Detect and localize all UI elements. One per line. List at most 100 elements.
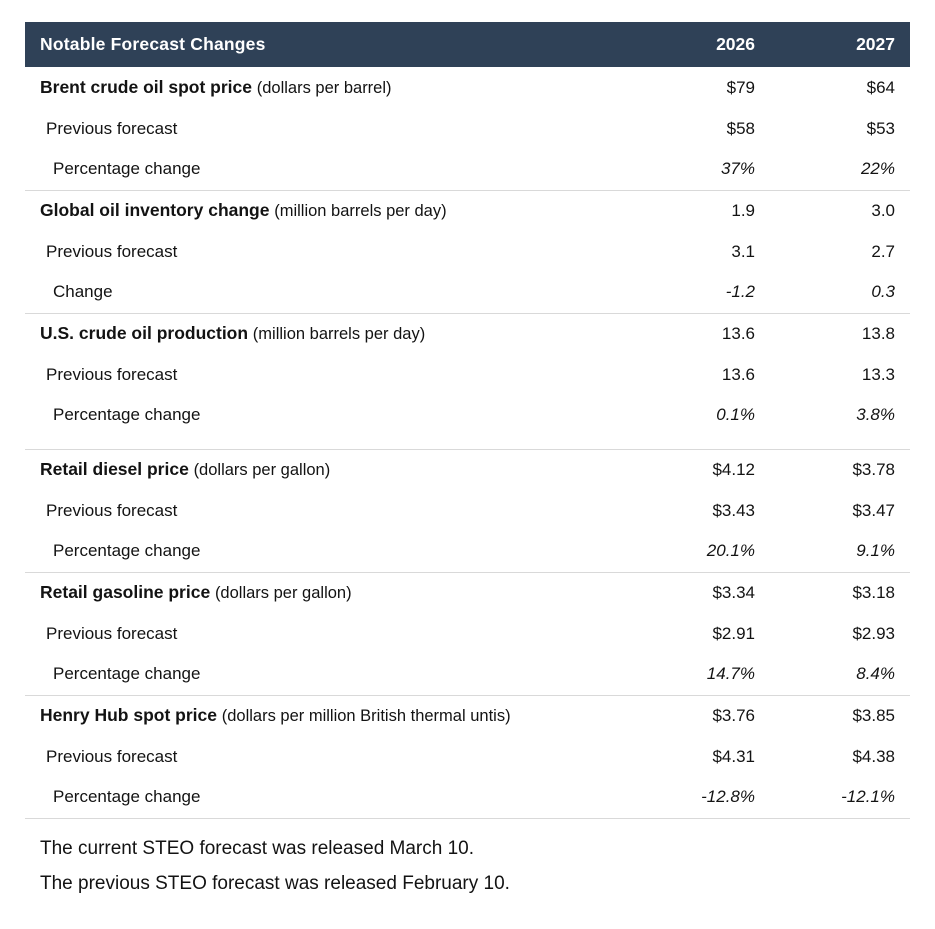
value-2027: $64	[866, 77, 895, 97]
column-header-2027: 2027	[770, 22, 910, 67]
section-brent-crude: Brent crude oil spot price (dollars per …	[25, 67, 910, 190]
table-row: Percentage change -12.8% -12.1%	[25, 777, 910, 818]
value-2026: $79	[726, 77, 755, 97]
value-2026: 14.7%	[706, 664, 755, 684]
table-row: Brent crude oil spot price (dollars per …	[25, 67, 910, 108]
row-label: Previous forecast	[46, 118, 178, 138]
table-row: Global oil inventory change (million bar…	[25, 190, 910, 231]
column-header-2026: 2026	[650, 22, 770, 67]
value-2027: 13.3	[861, 364, 895, 384]
table-row: Change -1.2 0.3	[25, 272, 910, 313]
metric-unit: (dollars per gallon)	[193, 461, 331, 480]
footnotes: The current STEO forecast was released M…	[25, 819, 910, 901]
value-2027: $4.38	[852, 746, 895, 766]
value-2027: 2.7	[871, 241, 895, 261]
table-row: Henry Hub spot price (dollars per millio…	[25, 695, 910, 736]
value-2026: 20.1%	[706, 541, 755, 561]
table-row: U.S. crude oil production (million barre…	[25, 313, 910, 354]
value-2027: $2.93	[852, 623, 895, 643]
value-2027: 3.8%	[856, 405, 895, 425]
table-row: Previous forecast $4.31 $4.38	[25, 736, 910, 777]
metric-label-cell: Henry Hub spot price (dollars per millio…	[25, 695, 650, 736]
value-2026: 1.9	[731, 200, 755, 220]
table-row: Previous forecast $3.43 $3.47	[25, 490, 910, 531]
row-label: Percentage change	[53, 664, 201, 684]
metric-unit: (million barrels per day)	[252, 325, 426, 344]
value-2026: 13.6	[721, 364, 755, 384]
value-2027: $3.85	[852, 705, 895, 725]
table-row: Percentage change 37% 22%	[25, 149, 910, 190]
value-2026: $3.34	[712, 582, 755, 602]
row-label: Change	[53, 282, 113, 302]
table-row: Previous forecast $58 $53	[25, 108, 910, 149]
value-2026: $4.12	[712, 459, 755, 479]
metric-label-cell: U.S. crude oil production (million barre…	[25, 313, 650, 354]
table-row: Percentage change 0.1% 3.8%	[25, 395, 910, 449]
value-2027: $3.78	[852, 459, 895, 479]
value-2027: 13.8	[861, 323, 895, 343]
metric-name: Global oil inventory change	[40, 200, 270, 221]
metric-unit: (dollars per barrel)	[256, 79, 392, 97]
value-2027: 3.0	[871, 200, 895, 220]
table-row: Retail gasoline price (dollars per gallo…	[25, 572, 910, 613]
value-2026: 0.1%	[716, 405, 755, 425]
section-us-crude-production: U.S. crude oil production (million barre…	[25, 313, 910, 449]
metric-unit: (million barrels per day)	[274, 202, 447, 221]
metric-label-cell: Retail gasoline price (dollars per gallo…	[25, 572, 650, 613]
value-2027: $53	[866, 118, 895, 138]
table-row: Previous forecast $2.91 $2.93	[25, 613, 910, 654]
forecast-table: Notable Forecast Changes 2026 2027 Brent…	[25, 22, 910, 819]
table-row: Previous forecast 3.1 2.7	[25, 231, 910, 272]
table-bottom-divider	[25, 818, 910, 819]
row-label: Previous forecast	[46, 623, 178, 643]
table-row: Retail diesel price (dollars per gallon)…	[25, 449, 910, 490]
row-label: Percentage change	[53, 159, 201, 179]
value-2026: -1.2	[725, 282, 755, 302]
row-label: Previous forecast	[46, 241, 178, 261]
value-2026: $58	[726, 118, 755, 138]
metric-name: U.S. crude oil production	[40, 323, 249, 344]
value-2026: $2.91	[712, 623, 755, 643]
section-retail-gasoline: Retail gasoline price (dollars per gallo…	[25, 572, 910, 695]
row-label: Percentage change	[53, 787, 201, 807]
table-header: Notable Forecast Changes 2026 2027	[25, 22, 910, 67]
value-2027: 0.3	[871, 282, 895, 302]
row-label: Previous forecast	[46, 746, 178, 766]
value-2026: 3.1	[731, 241, 755, 261]
table-row: Percentage change 14.7% 8.4%	[25, 654, 910, 695]
value-2027: -12.1%	[841, 787, 895, 807]
table-row: Percentage change 20.1% 9.1%	[25, 531, 910, 572]
value-2027: 22%	[860, 159, 895, 179]
value-2027: 8.4%	[856, 664, 895, 684]
table-title: Notable Forecast Changes	[25, 22, 650, 67]
metric-name: Brent crude oil spot price	[40, 77, 252, 97]
row-label: Previous forecast	[46, 500, 178, 520]
row-label: Previous forecast	[46, 364, 178, 384]
section-henry-hub: Henry Hub spot price (dollars per millio…	[25, 695, 910, 818]
metric-name: Henry Hub spot price	[40, 705, 217, 726]
metric-name: Retail gasoline price	[40, 582, 211, 603]
value-2026: $3.76	[712, 705, 755, 725]
value-2026: $3.43	[712, 500, 755, 520]
metric-unit: (dollars per million British thermal unt…	[221, 707, 511, 726]
footnote-current-release: The current STEO forecast was released M…	[40, 837, 475, 859]
metric-name: Retail diesel price	[40, 459, 189, 480]
value-2027: $3.18	[852, 582, 895, 602]
value-2027: 9.1%	[856, 541, 895, 561]
row-label: Percentage change	[53, 405, 201, 425]
metric-label-cell: Global oil inventory change (million bar…	[25, 190, 650, 231]
value-2026: $4.31	[712, 746, 755, 766]
metric-label-cell: Brent crude oil spot price (dollars per …	[25, 67, 650, 108]
header-row: Notable Forecast Changes 2026 2027	[25, 22, 910, 67]
value-2026: 13.6	[721, 323, 755, 343]
section-retail-diesel: Retail diesel price (dollars per gallon)…	[25, 449, 910, 572]
value-2026: -12.8%	[701, 787, 755, 807]
section-global-oil-inventory: Global oil inventory change (million bar…	[25, 190, 910, 313]
footnote-previous-release: The previous STEO forecast was released …	[40, 872, 510, 894]
table-row: Previous forecast 13.6 13.3	[25, 354, 910, 395]
value-2026: 37%	[720, 159, 755, 179]
value-2027: $3.47	[852, 500, 895, 520]
row-label: Percentage change	[53, 541, 201, 561]
metric-label-cell: Retail diesel price (dollars per gallon)	[25, 449, 650, 490]
